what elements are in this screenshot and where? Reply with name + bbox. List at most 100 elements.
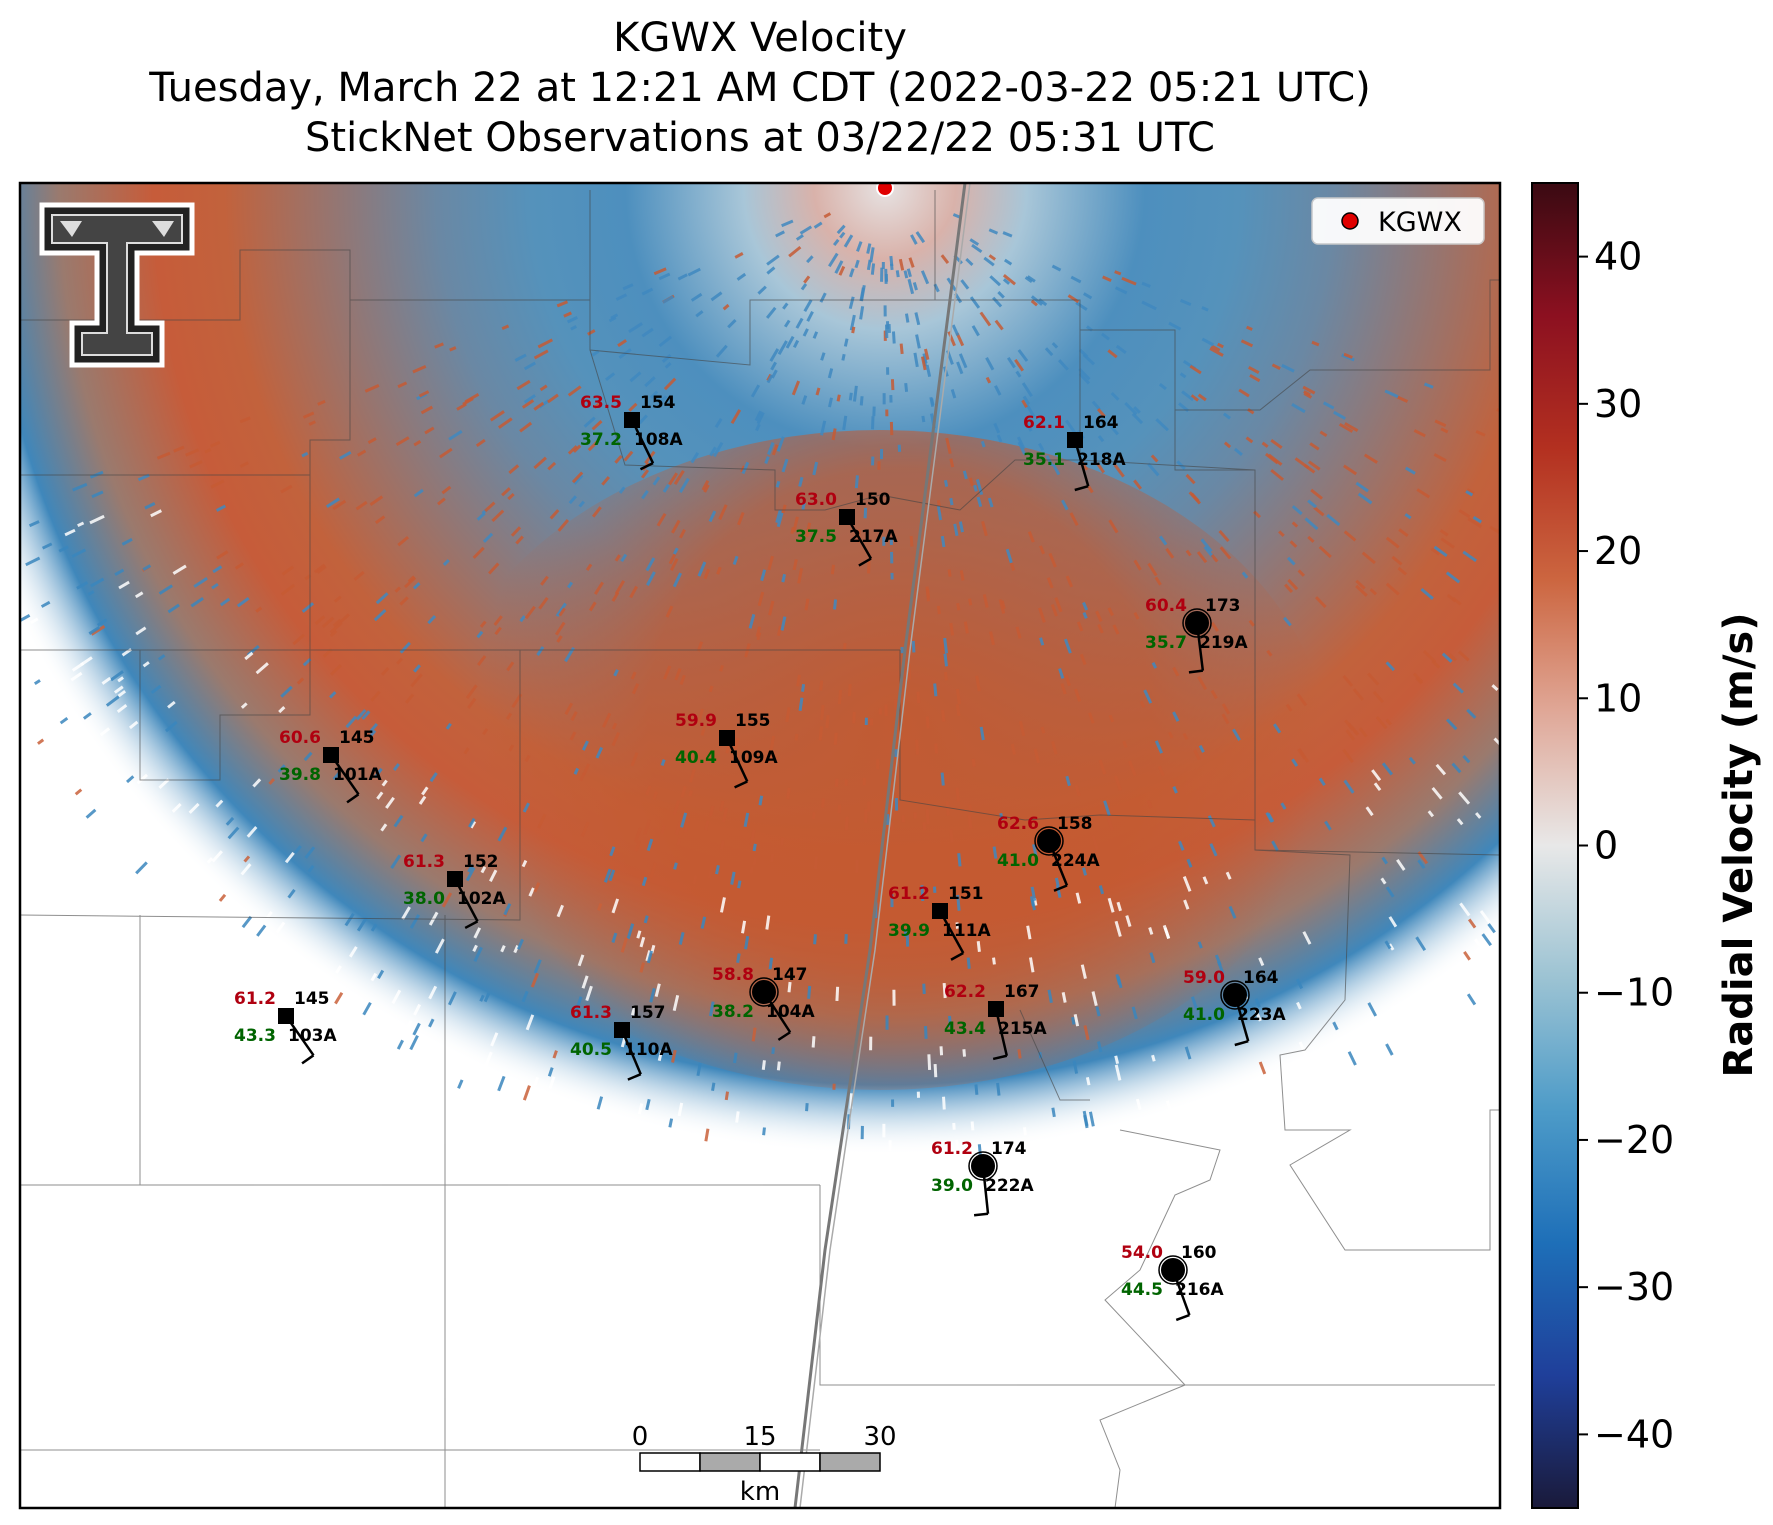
velocity-speckle [594, 581, 604, 595]
velocity-speckle [611, 932, 618, 943]
velocity-speckle [780, 616, 787, 631]
station-224A[interactable]: 62.6 158 41.0 224A [997, 814, 1100, 892]
velocity-speckle [1158, 535, 1168, 546]
velocity-speckle [1017, 441, 1027, 455]
velocity-speckle [126, 775, 135, 784]
velocity-speckle [1452, 682, 1464, 694]
station-218A[interactable]: 62.1 164 35.1 218A [1023, 413, 1126, 492]
station-104A[interactable]: 58.8 147 38.2 104A [712, 965, 815, 1041]
velocity-speckle [1030, 295, 1044, 306]
velocity-speckle [1030, 299, 1038, 307]
velocity-speckle [110, 670, 124, 682]
velocity-speckle [992, 846, 998, 859]
velocity-speckle [1088, 1111, 1095, 1127]
velocity-speckle [662, 295, 674, 304]
velocity-speckle [519, 421, 533, 433]
velocity-speckle [521, 990, 529, 1003]
velocity-speckle [479, 994, 485, 1002]
velocity-speckle [710, 291, 723, 302]
velocity-speckle [591, 506, 602, 518]
velocity-inbound-core [430, 430, 1330, 1090]
velocity-speckle [968, 477, 974, 487]
velocity-speckle [979, 726, 985, 741]
velocity-speckle [989, 631, 995, 646]
station-wind-direction: 160 [1181, 1243, 1217, 1263]
velocity-speckle [683, 818, 691, 834]
station-102A[interactable]: 61.3 152 38.0 102A [403, 852, 506, 930]
velocity-speckle [797, 567, 804, 584]
velocity-speckle [85, 808, 97, 819]
station-id: 108A [634, 430, 683, 450]
velocity-speckle [1039, 545, 1045, 555]
velocity-speckle [668, 551, 677, 565]
velocity-speckle [533, 882, 541, 893]
velocity-speckle [369, 729, 377, 738]
velocity-speckle [1278, 530, 1285, 537]
station-219A[interactable]: 60.4 173 35.7 219A [1145, 596, 1248, 674]
velocity-speckle [924, 348, 930, 360]
velocity-speckle [394, 586, 401, 593]
station-marker-square [719, 730, 735, 746]
velocity-speckle [367, 437, 377, 445]
station-108A[interactable]: 63.5 154 37.2 108A [580, 393, 683, 471]
velocity-speckle [788, 245, 802, 258]
velocity-speckle [503, 903, 512, 916]
station-215A[interactable]: 62.2 167 43.4 215A [944, 982, 1047, 1061]
velocity-speckle [1343, 530, 1357, 542]
velocity-speckle [522, 802, 530, 813]
velocity-speckle [738, 710, 744, 719]
station-marker-square [278, 1008, 294, 1024]
velocity-speckle [1097, 435, 1105, 443]
velocity-speckle [1385, 718, 1392, 726]
velocity-speckle [776, 512, 784, 528]
velocity-speckle [493, 615, 503, 626]
velocity-speckle [804, 598, 810, 611]
station-id: 101A [333, 765, 382, 785]
velocity-speckle [1296, 1001, 1302, 1010]
velocity-speckle [547, 1067, 554, 1077]
station-217A[interactable]: 63.0 150 37.5 217A [795, 490, 898, 567]
velocity-speckle [657, 1050, 663, 1062]
station-id: 103A [288, 1026, 337, 1046]
velocity-speckle [1087, 485, 1094, 494]
velocity-speckle [587, 440, 599, 452]
velocity-speckle [631, 683, 640, 695]
velocity-speckle [525, 1014, 535, 1031]
velocity-speckle [1097, 408, 1106, 418]
station-222A[interactable]: 61.2 174 39.0 222A [931, 1139, 1034, 1217]
velocity-speckle [1466, 993, 1477, 1006]
velocity-speckle [572, 444, 582, 453]
station-109A[interactable]: 59.9 155 40.4 109A [675, 711, 778, 789]
velocity-speckle [303, 751, 313, 762]
velocity-speckle [523, 361, 537, 371]
velocity-speckle [819, 680, 824, 691]
velocity-speckle [167, 603, 180, 614]
velocity-speckle [1176, 460, 1186, 470]
station-223A[interactable]: 59.0 164 41.0 223A [1183, 968, 1286, 1047]
velocity-speckle [1417, 851, 1429, 865]
station-110A[interactable]: 61.3 157 40.5 110A [570, 1003, 673, 1081]
velocity-speckle [593, 402, 601, 409]
velocity-speckle [634, 840, 641, 852]
velocity-speckle [1150, 454, 1159, 463]
velocity-speckle [1115, 344, 1127, 355]
velocity-speckle [484, 1051, 493, 1067]
velocity-speckle [489, 410, 505, 422]
wind-barb-feather [1053, 884, 1068, 892]
velocity-speckle [439, 447, 453, 459]
velocity-speckle [1148, 927, 1154, 935]
velocity-speckle [674, 821, 682, 836]
velocity-speckle [897, 444, 902, 452]
velocity-speckle [449, 346, 457, 352]
station-101A[interactable]: 60.6 145 39.8 101A [279, 728, 382, 804]
velocity-speckle [922, 822, 927, 831]
station-111A[interactable]: 61.2 151 39.9 111A [888, 884, 991, 961]
velocity-speckle [958, 521, 964, 533]
velocity-speckle [812, 331, 819, 339]
velocity-speckle [211, 850, 223, 863]
station-216A[interactable]: 54.0 160 44.5 216A [1121, 1243, 1224, 1322]
velocity-speckle [609, 846, 616, 857]
velocity-speckle [1270, 438, 1283, 449]
station-103A[interactable]: 61.2 145 43.3 103A [234, 989, 337, 1065]
velocity-speckle [993, 422, 1001, 434]
